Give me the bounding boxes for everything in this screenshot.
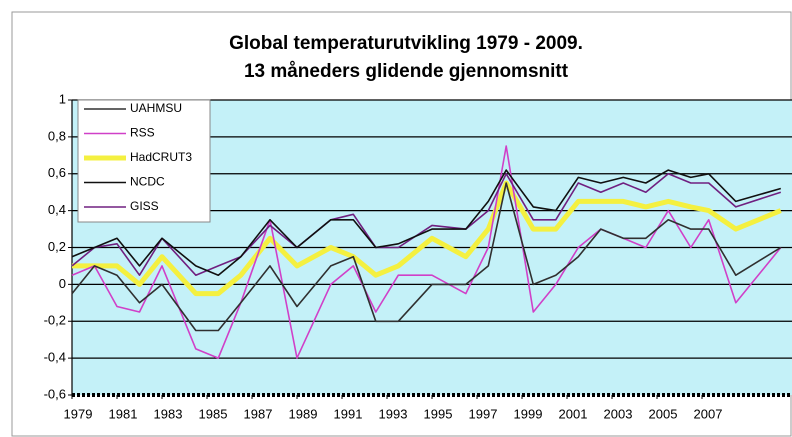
x-tick-label: 1997 xyxy=(469,406,498,421)
y-tick-label: 0,2 xyxy=(48,239,66,254)
x-tick-label: 1983 xyxy=(154,406,183,421)
legend-label: UAHMSU xyxy=(130,101,182,115)
y-tick-label: 0 xyxy=(59,276,66,291)
x-tick-label: 1999 xyxy=(514,406,543,421)
grid: -0,6 -0,4 -0,2 0 0,2 0,4 0,6 0,8 1 1979 1981 1983 19… xyxy=(44,91,792,421)
y-tick-label: 0,4 xyxy=(48,202,66,217)
y-tick-label: 0,8 xyxy=(48,128,66,143)
y-tick-label: 1 xyxy=(59,91,66,106)
y-tick-label: -0,4 xyxy=(44,350,66,365)
x-tick-label: 1985 xyxy=(199,406,228,421)
series-line xyxy=(71,173,782,276)
y-tick-label: -0,6 xyxy=(44,386,66,401)
legend-box xyxy=(77,99,211,223)
x-tick-label: 2005 xyxy=(649,406,678,421)
legend-label: NCDC xyxy=(130,175,165,189)
chart-title: Global temperaturutvikling 1979 - 2009. xyxy=(229,33,583,54)
series-line xyxy=(71,169,782,276)
x-tick-label: 1991 xyxy=(334,406,363,421)
legend-label: HadCRUT3 xyxy=(130,150,192,164)
x-tick-label: 1989 xyxy=(289,406,318,421)
x-tick-label: 1981 xyxy=(109,406,138,421)
lines xyxy=(71,145,782,359)
series-line xyxy=(71,182,782,332)
y-tick-label: 0,6 xyxy=(48,165,66,180)
x-tick-label: 1979 xyxy=(64,406,93,421)
y-tick-label: -0,2 xyxy=(44,313,66,328)
legend-label: RSS xyxy=(130,126,155,140)
x-tick-label: 1987 xyxy=(244,406,273,421)
x-tick-label: 2003 xyxy=(604,406,633,421)
x-tick-label: 1995 xyxy=(424,406,453,421)
series-line xyxy=(71,145,782,359)
series-line xyxy=(72,180,782,297)
x-tick-label: 2007 xyxy=(694,406,723,421)
legend-label: GISS xyxy=(130,199,159,213)
legend: UAHMSU RSS HadCRUT3 NCDC GISS xyxy=(77,99,211,223)
x-tick-label: 2001 xyxy=(559,406,588,421)
x-tick-label: 1993 xyxy=(379,406,408,421)
chart-subtitle: 13 måneders glidende gjennomsnitt xyxy=(244,61,569,82)
